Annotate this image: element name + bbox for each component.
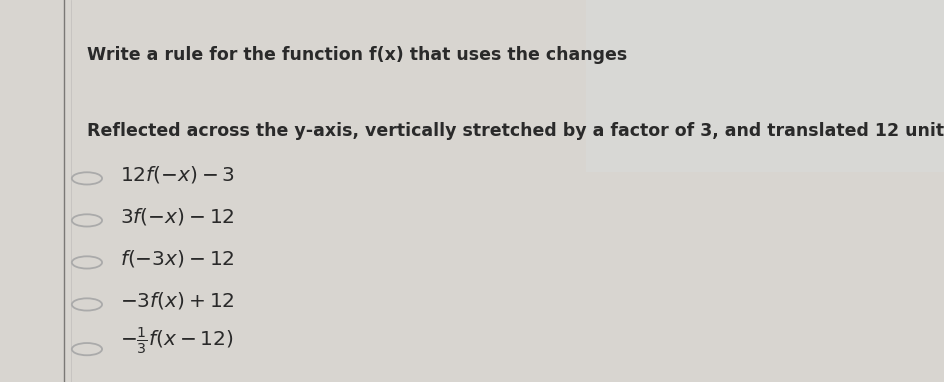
Text: Write a rule for the function f(x) that uses the changes: Write a rule for the function f(x) that … [87,46,627,64]
Text: $f(-3x)-12$: $f(-3x)-12$ [120,248,234,269]
Text: $-3f(x)+12$: $-3f(x)+12$ [120,290,234,311]
Text: $3f(-x)-12$: $3f(-x)-12$ [120,206,234,227]
Text: Reflected across the y-axis, vertically stretched by a factor of 3, and translat: Reflected across the y-axis, vertically … [87,122,944,140]
Text: $12f(-x)-3$: $12f(-x)-3$ [120,164,235,185]
Text: $-\frac{1}{3}f(x-12)$: $-\frac{1}{3}f(x-12)$ [120,326,233,356]
Bar [585,0,944,172]
